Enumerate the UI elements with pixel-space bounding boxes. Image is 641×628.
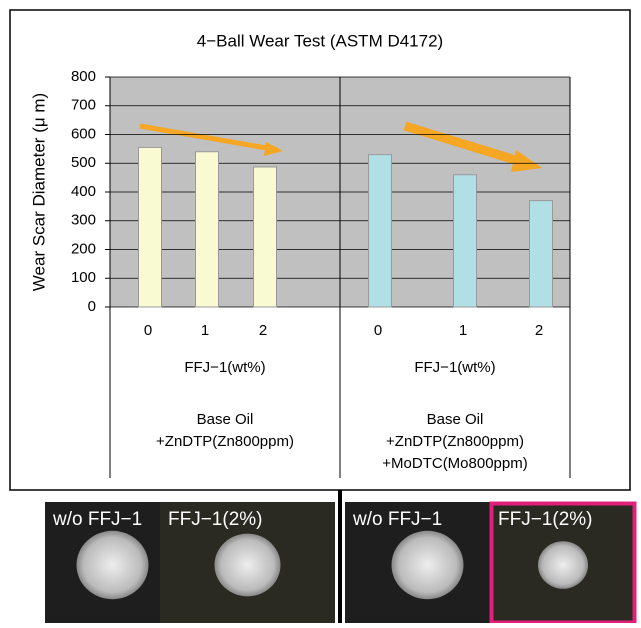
photo-label: w/o FFJ−1 bbox=[352, 509, 442, 530]
group-description: Base Oil bbox=[197, 411, 254, 428]
photo-label: FFJ−1(2%) bbox=[498, 509, 593, 530]
trend-arrow-head bbox=[511, 150, 542, 172]
wear-scar bbox=[391, 530, 464, 600]
x-tick-label: 2 bbox=[535, 322, 543, 339]
trend-arrow bbox=[403, 121, 524, 167]
bar bbox=[368, 154, 392, 308]
y-tick-label: 800 bbox=[71, 68, 96, 85]
trend-arrow-head bbox=[264, 142, 283, 156]
x-tick-label: 1 bbox=[459, 322, 467, 339]
y-tick-label: 300 bbox=[71, 212, 96, 229]
trend-arrow bbox=[139, 123, 279, 153]
y-tick-label: 700 bbox=[71, 97, 96, 114]
wear-scar bbox=[76, 530, 149, 600]
photos: w/o FFJ−1 FFJ−1(2%) w/o FFJ−1 FFJ−1(2%) bbox=[45, 501, 637, 625]
group-description: +ZnDTP(Zn800ppm) bbox=[156, 433, 294, 450]
x-tick-label: 1 bbox=[201, 322, 209, 339]
y-tick-label: 200 bbox=[71, 240, 96, 257]
x-tick-label: 0 bbox=[374, 322, 382, 339]
wear-scar bbox=[214, 533, 281, 597]
y-tick-label: 600 bbox=[71, 125, 96, 142]
y-tick-label: 100 bbox=[71, 269, 96, 286]
group-description: Base Oil bbox=[427, 411, 484, 428]
chart-title: 4−Ball Wear Test (ASTM D4172) bbox=[197, 31, 443, 50]
group-description: +ZnDTP(Zn800ppm) bbox=[386, 433, 524, 450]
group-x-label: FFJ−1(wt%) bbox=[414, 359, 495, 376]
y-tick-label: 0 bbox=[88, 298, 96, 315]
x-tick-label: 2 bbox=[259, 322, 267, 339]
bar bbox=[253, 166, 277, 308]
group-x-label: FFJ−1(wt%) bbox=[184, 359, 265, 376]
y-tick-label: 400 bbox=[71, 183, 96, 200]
wear-scar bbox=[538, 541, 588, 589]
group-description: +MoDTC(Mo800ppm) bbox=[382, 455, 527, 472]
x-tick-label: 0 bbox=[144, 322, 152, 339]
photo-label: w/o FFJ−1 bbox=[52, 509, 142, 530]
bar bbox=[453, 174, 477, 308]
bar bbox=[138, 146, 162, 308]
photo-label: FFJ−1(2%) bbox=[168, 509, 263, 530]
bar bbox=[529, 200, 553, 308]
bar bbox=[195, 151, 219, 308]
y-tick-label: 500 bbox=[71, 154, 96, 171]
y-axis-label: Wear Scar Diameter (μ m) bbox=[29, 93, 48, 291]
